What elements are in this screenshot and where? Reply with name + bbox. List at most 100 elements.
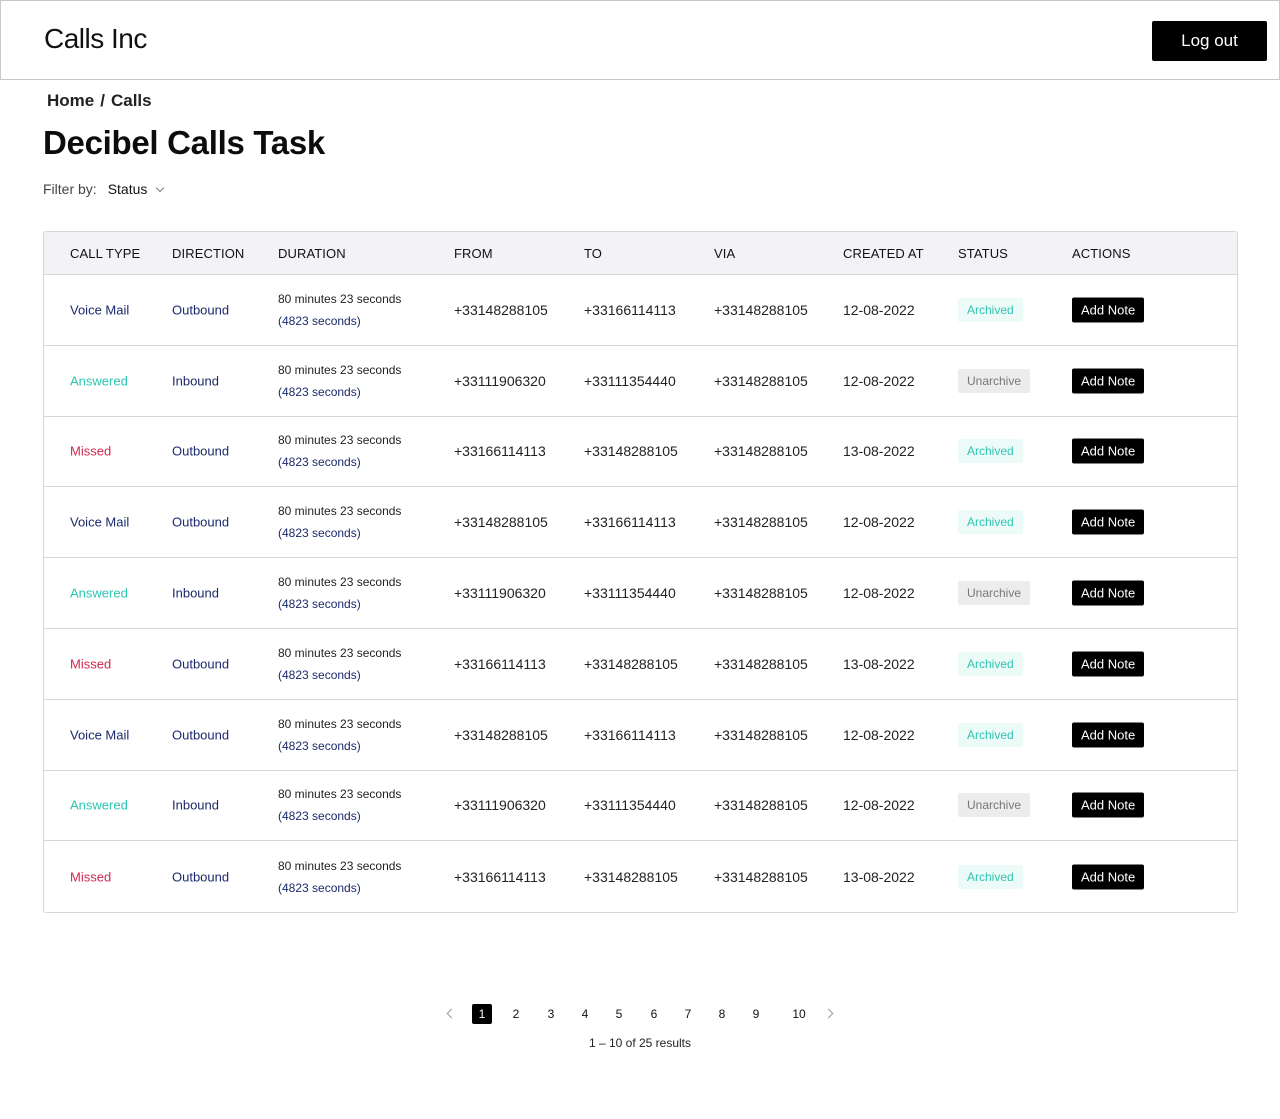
duration-seconds: (4823 seconds) [278,526,361,541]
page-5-button[interactable]: 5 [615,1007,623,1021]
duration-text: 80 minutes 23 seconds [278,433,402,448]
page-10-button[interactable]: 10 [792,1007,806,1021]
table-row: Missed Outbound 80 minutes 23 seconds (4823… [44,629,1237,700]
call-direction: Inbound [172,797,219,813]
status-badge[interactable]: Archived [958,297,1023,322]
call-to: +33111354440 [584,797,676,814]
call-direction: Inbound [172,585,219,601]
call-to: +33111354440 [584,585,676,602]
page-1-button[interactable]: 1 [472,1004,492,1024]
column-header: CREATED AT [843,246,924,261]
status-filter-dropdown[interactable]: Status [107,181,165,197]
call-to: +33166114113 [584,726,676,743]
add-note-button[interactable]: Add Note [1072,368,1145,394]
status-badge[interactable]: Archived [958,864,1023,889]
call-type: Answered [70,585,128,601]
status-badge[interactable]: Archived [958,439,1023,464]
page-title: Decibel Calls Task [43,124,325,161]
status-badge[interactable]: Archived [958,510,1023,535]
status-badge[interactable]: Archived [958,722,1023,747]
created-at: 12-08-2022 [843,372,915,389]
duration-text: 80 minutes 23 seconds [278,291,402,306]
call-via: +33148288105 [714,655,808,672]
page-8-button[interactable]: 8 [718,1007,726,1021]
duration-seconds: (4823 seconds) [278,313,361,328]
chevron-right-icon[interactable] [823,1008,834,1019]
duration-seconds: (4823 seconds) [278,880,361,895]
page-7-button[interactable]: 7 [684,1007,692,1021]
call-via: +33148288105 [714,797,808,814]
table-row: Voice Mail Outbound 80 minutes 23 seconds (… [44,700,1237,771]
call-to: +33148288105 [584,655,678,672]
call-via: +33148288105 [714,372,808,389]
page-9-button[interactable]: 9 [752,1007,760,1021]
call-to: +33166114113 [584,514,676,531]
add-note-button[interactable]: Add Note [1072,792,1145,818]
page-3-button[interactable]: 3 [547,1007,555,1021]
call-via: +33148288105 [714,514,808,531]
status-badge[interactable]: Unarchive [958,793,1031,818]
call-type: Answered [70,797,128,813]
add-note-button[interactable]: Add Note [1072,509,1145,535]
table-row: Voice Mail Outbound 80 minutes 23 seconds (… [44,275,1237,346]
page-2-button[interactable]: 2 [512,1007,520,1021]
column-header: DURATION [278,246,346,261]
status-badge[interactable]: Unarchive [958,368,1031,393]
created-at: 13-08-2022 [843,655,915,672]
duration-text: 80 minutes 23 seconds [278,716,402,731]
created-at: 12-08-2022 [843,585,915,602]
call-type: Voice Mail [70,727,130,743]
duration-text: 80 minutes 23 seconds [278,787,402,802]
created-at: 12-08-2022 [843,797,915,814]
call-duration: 80 minutes 23 seconds (4823 seconds) [278,500,401,544]
breadcrumb-home[interactable]: Home [47,91,95,110]
duration-seconds: (4823 seconds) [278,738,361,753]
column-header: DIRECTION [172,246,245,261]
call-from: +33148288105 [454,514,548,531]
table-row: Answered Inbound 80 minutes 23 seconds (482… [44,558,1237,629]
breadcrumb: Home / Calls [47,91,152,111]
add-note-button[interactable]: Add Note [1072,580,1145,606]
column-header: ACTIONS [1072,246,1131,261]
created-at: 12-08-2022 [843,726,915,743]
add-note-button[interactable]: Add Note [1072,438,1145,464]
call-via: +33148288105 [714,301,808,318]
filter-bar: Filter by: Status [43,181,165,197]
calls-table: CALL TYPE DIRECTION DURATION FROM TO VIA CREAT… [43,231,1238,913]
call-direction: Outbound [172,656,230,672]
call-type: Missed [70,656,112,672]
call-type: Missed [70,869,112,885]
call-duration: 80 minutes 23 seconds (4823 seconds) [278,429,401,473]
filter-value: Status [107,181,148,197]
duration-seconds: (4823 seconds) [278,667,361,682]
call-from: +33111906320 [454,797,546,814]
duration-text: 80 minutes 23 seconds [278,645,402,660]
column-header: FROM [454,246,493,261]
add-note-button[interactable]: Add Note [1072,864,1145,890]
call-duration: 80 minutes 23 seconds (4823 seconds) [278,642,401,686]
duration-text: 80 minutes 23 seconds [278,858,402,873]
breadcrumb-current: Calls [110,91,152,110]
chevron-left-icon[interactable] [446,1008,457,1019]
call-type: Missed [70,443,112,459]
call-to: +33111354440 [584,372,676,389]
call-type: Voice Mail [70,302,130,318]
created-at: 13-08-2022 [843,868,915,885]
page-6-button[interactable]: 6 [650,1007,658,1021]
created-at: 13-08-2022 [843,443,915,460]
add-note-button[interactable]: Add Note [1072,722,1145,748]
logout-button[interactable]: Log out [1152,21,1267,61]
call-direction: Outbound [172,727,230,743]
call-from: +33148288105 [454,301,548,318]
brand-logo: Calls Inc [44,23,147,54]
call-duration: 80 minutes 23 seconds (4823 seconds) [278,783,401,827]
page-4-button[interactable]: 4 [581,1007,589,1021]
status-badge[interactable]: Unarchive [958,581,1031,606]
status-badge[interactable]: Archived [958,651,1023,676]
duration-seconds: (4823 seconds) [278,455,361,470]
call-duration: 80 minutes 23 seconds (4823 seconds) [278,571,401,615]
table-header: CALL TYPE DIRECTION DURATION FROM TO VIA CREAT… [44,232,1237,275]
add-note-button[interactable]: Add Note [1072,297,1145,323]
duration-seconds: (4823 seconds) [278,809,361,824]
add-note-button[interactable]: Add Note [1072,651,1145,677]
